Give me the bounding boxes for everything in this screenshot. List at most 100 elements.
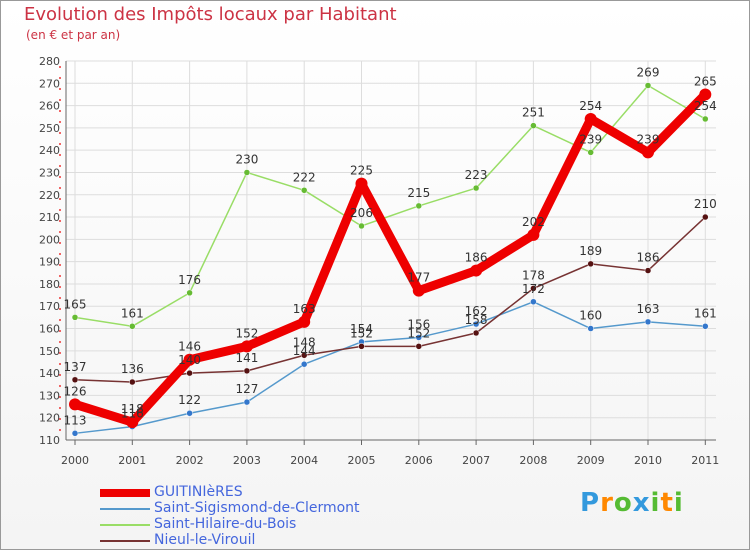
data-label-0: 186 — [465, 251, 488, 265]
data-label-2: 176 — [178, 273, 201, 287]
data-point-3 — [644, 267, 652, 274]
data-point-1 — [644, 318, 652, 326]
data-label-3: 186 — [637, 251, 660, 265]
data-label-2: 230 — [235, 152, 258, 166]
data-point-2 — [243, 169, 251, 176]
data-label-2: 161 — [121, 306, 144, 320]
data-label-2: 239 — [579, 132, 602, 146]
chart-subtitle: (en € et par an) — [26, 28, 121, 42]
x-tick-label: 2007 — [462, 454, 490, 467]
chart-title: Evolution des Impôts locaux par Habitant — [24, 4, 397, 25]
data-label-0: 163 — [293, 302, 316, 316]
y-tick-label: 280 — [39, 55, 60, 68]
x-tick-label: 2010 — [634, 454, 662, 467]
data-label-0: 177 — [407, 271, 430, 285]
y-tick-label: 260 — [39, 100, 60, 113]
proxiti-logo: Proxiti — [580, 488, 684, 518]
data-label-1: 127 — [235, 382, 258, 396]
y-tick-label: 210 — [39, 211, 60, 224]
x-tick-label: 2009 — [577, 454, 605, 467]
data-label-0: 126 — [64, 384, 87, 398]
data-label-1: 144 — [293, 344, 316, 358]
y-tick-label: 170 — [39, 300, 60, 313]
data-label-0: 152 — [235, 326, 258, 340]
data-point-3 — [243, 367, 251, 375]
x-tick-label: 2002 — [176, 454, 204, 467]
data-label-2: 222 — [293, 170, 316, 184]
data-point-0 — [412, 284, 425, 297]
data-point-1 — [186, 409, 193, 417]
x-tick-label: 2003 — [233, 454, 261, 467]
x-tick-label: 2005 — [348, 454, 376, 467]
data-point-2 — [702, 115, 709, 123]
legend-swatch-guitinieres — [100, 489, 150, 497]
data-label-3: 189 — [579, 244, 602, 258]
y-tick-label: 270 — [39, 77, 60, 90]
y-tick-label: 230 — [39, 166, 60, 179]
legend-label-saint-sigismond: Saint-Sigismond-de-Clermont — [154, 500, 360, 516]
data-point-1 — [702, 323, 709, 330]
data-label-0: 225 — [350, 164, 373, 178]
data-point-1 — [530, 298, 537, 306]
data-point-3 — [358, 343, 365, 350]
data-label-1: 113 — [64, 413, 87, 427]
logo-letter: r — [600, 488, 614, 518]
y-tick-label: 240 — [39, 144, 60, 157]
data-label-2: 206 — [350, 206, 373, 220]
legend-swatch-saint-hilaire — [100, 524, 150, 526]
y-tick-label: 140 — [39, 367, 60, 380]
logo-letter: i — [650, 488, 661, 518]
data-point-1 — [587, 325, 594, 332]
data-point-0 — [355, 177, 368, 190]
y-tick-label: 150 — [39, 345, 60, 358]
legend-label-guitinieres: GUITINIèRES — [154, 484, 243, 500]
data-point-3 — [702, 213, 709, 221]
data-point-3 — [415, 343, 423, 350]
data-point-3 — [300, 352, 308, 359]
series-line-2 — [74, 84, 707, 328]
data-point-0 — [470, 264, 483, 277]
data-point-3 — [186, 369, 193, 377]
data-label-3: 158 — [465, 313, 488, 327]
data-label-0: 254 — [579, 99, 602, 113]
data-label-0: 265 — [694, 74, 717, 88]
data-label-3: 152 — [350, 326, 373, 340]
data-label-2: 251 — [522, 106, 545, 120]
series-line-0 — [70, 89, 710, 427]
x-tick-label: 2000 — [61, 454, 89, 467]
data-point-3 — [71, 376, 79, 384]
data-point-2 — [300, 187, 308, 194]
logo-letter: t — [660, 488, 674, 518]
data-label-3: 210 — [694, 197, 717, 211]
data-label-2: 223 — [465, 168, 488, 182]
data-point-2 — [530, 122, 537, 129]
y-tick-label: 180 — [39, 278, 60, 291]
data-label-1: 161 — [694, 306, 717, 320]
data-point-2 — [186, 289, 193, 297]
data-label-1: 156 — [407, 317, 430, 331]
data-point-1 — [71, 430, 79, 437]
data-label-3: 140 — [178, 353, 201, 367]
data-label-3: 141 — [235, 351, 258, 365]
data-point-0 — [69, 398, 81, 411]
data-point-0 — [126, 416, 139, 429]
logo-letter: o — [613, 488, 633, 518]
y-tick-label: 130 — [39, 389, 60, 402]
data-point-2 — [358, 222, 365, 230]
data-label-0: 239 — [637, 132, 660, 146]
y-tick-label: 110 — [39, 434, 60, 447]
y-tick-label: 200 — [39, 233, 60, 246]
data-label-3: 148 — [293, 335, 316, 349]
x-tick-label: 2008 — [519, 454, 547, 467]
data-point-1 — [243, 398, 251, 406]
logo-letter: P — [580, 488, 601, 518]
data-point-3 — [472, 329, 480, 337]
data-point-2 — [129, 323, 136, 330]
data-label-2: 254 — [694, 99, 717, 113]
series-line-1 — [74, 301, 707, 435]
data-point-2 — [71, 314, 79, 321]
data-point-1 — [472, 320, 480, 328]
data-point-0 — [240, 340, 253, 353]
